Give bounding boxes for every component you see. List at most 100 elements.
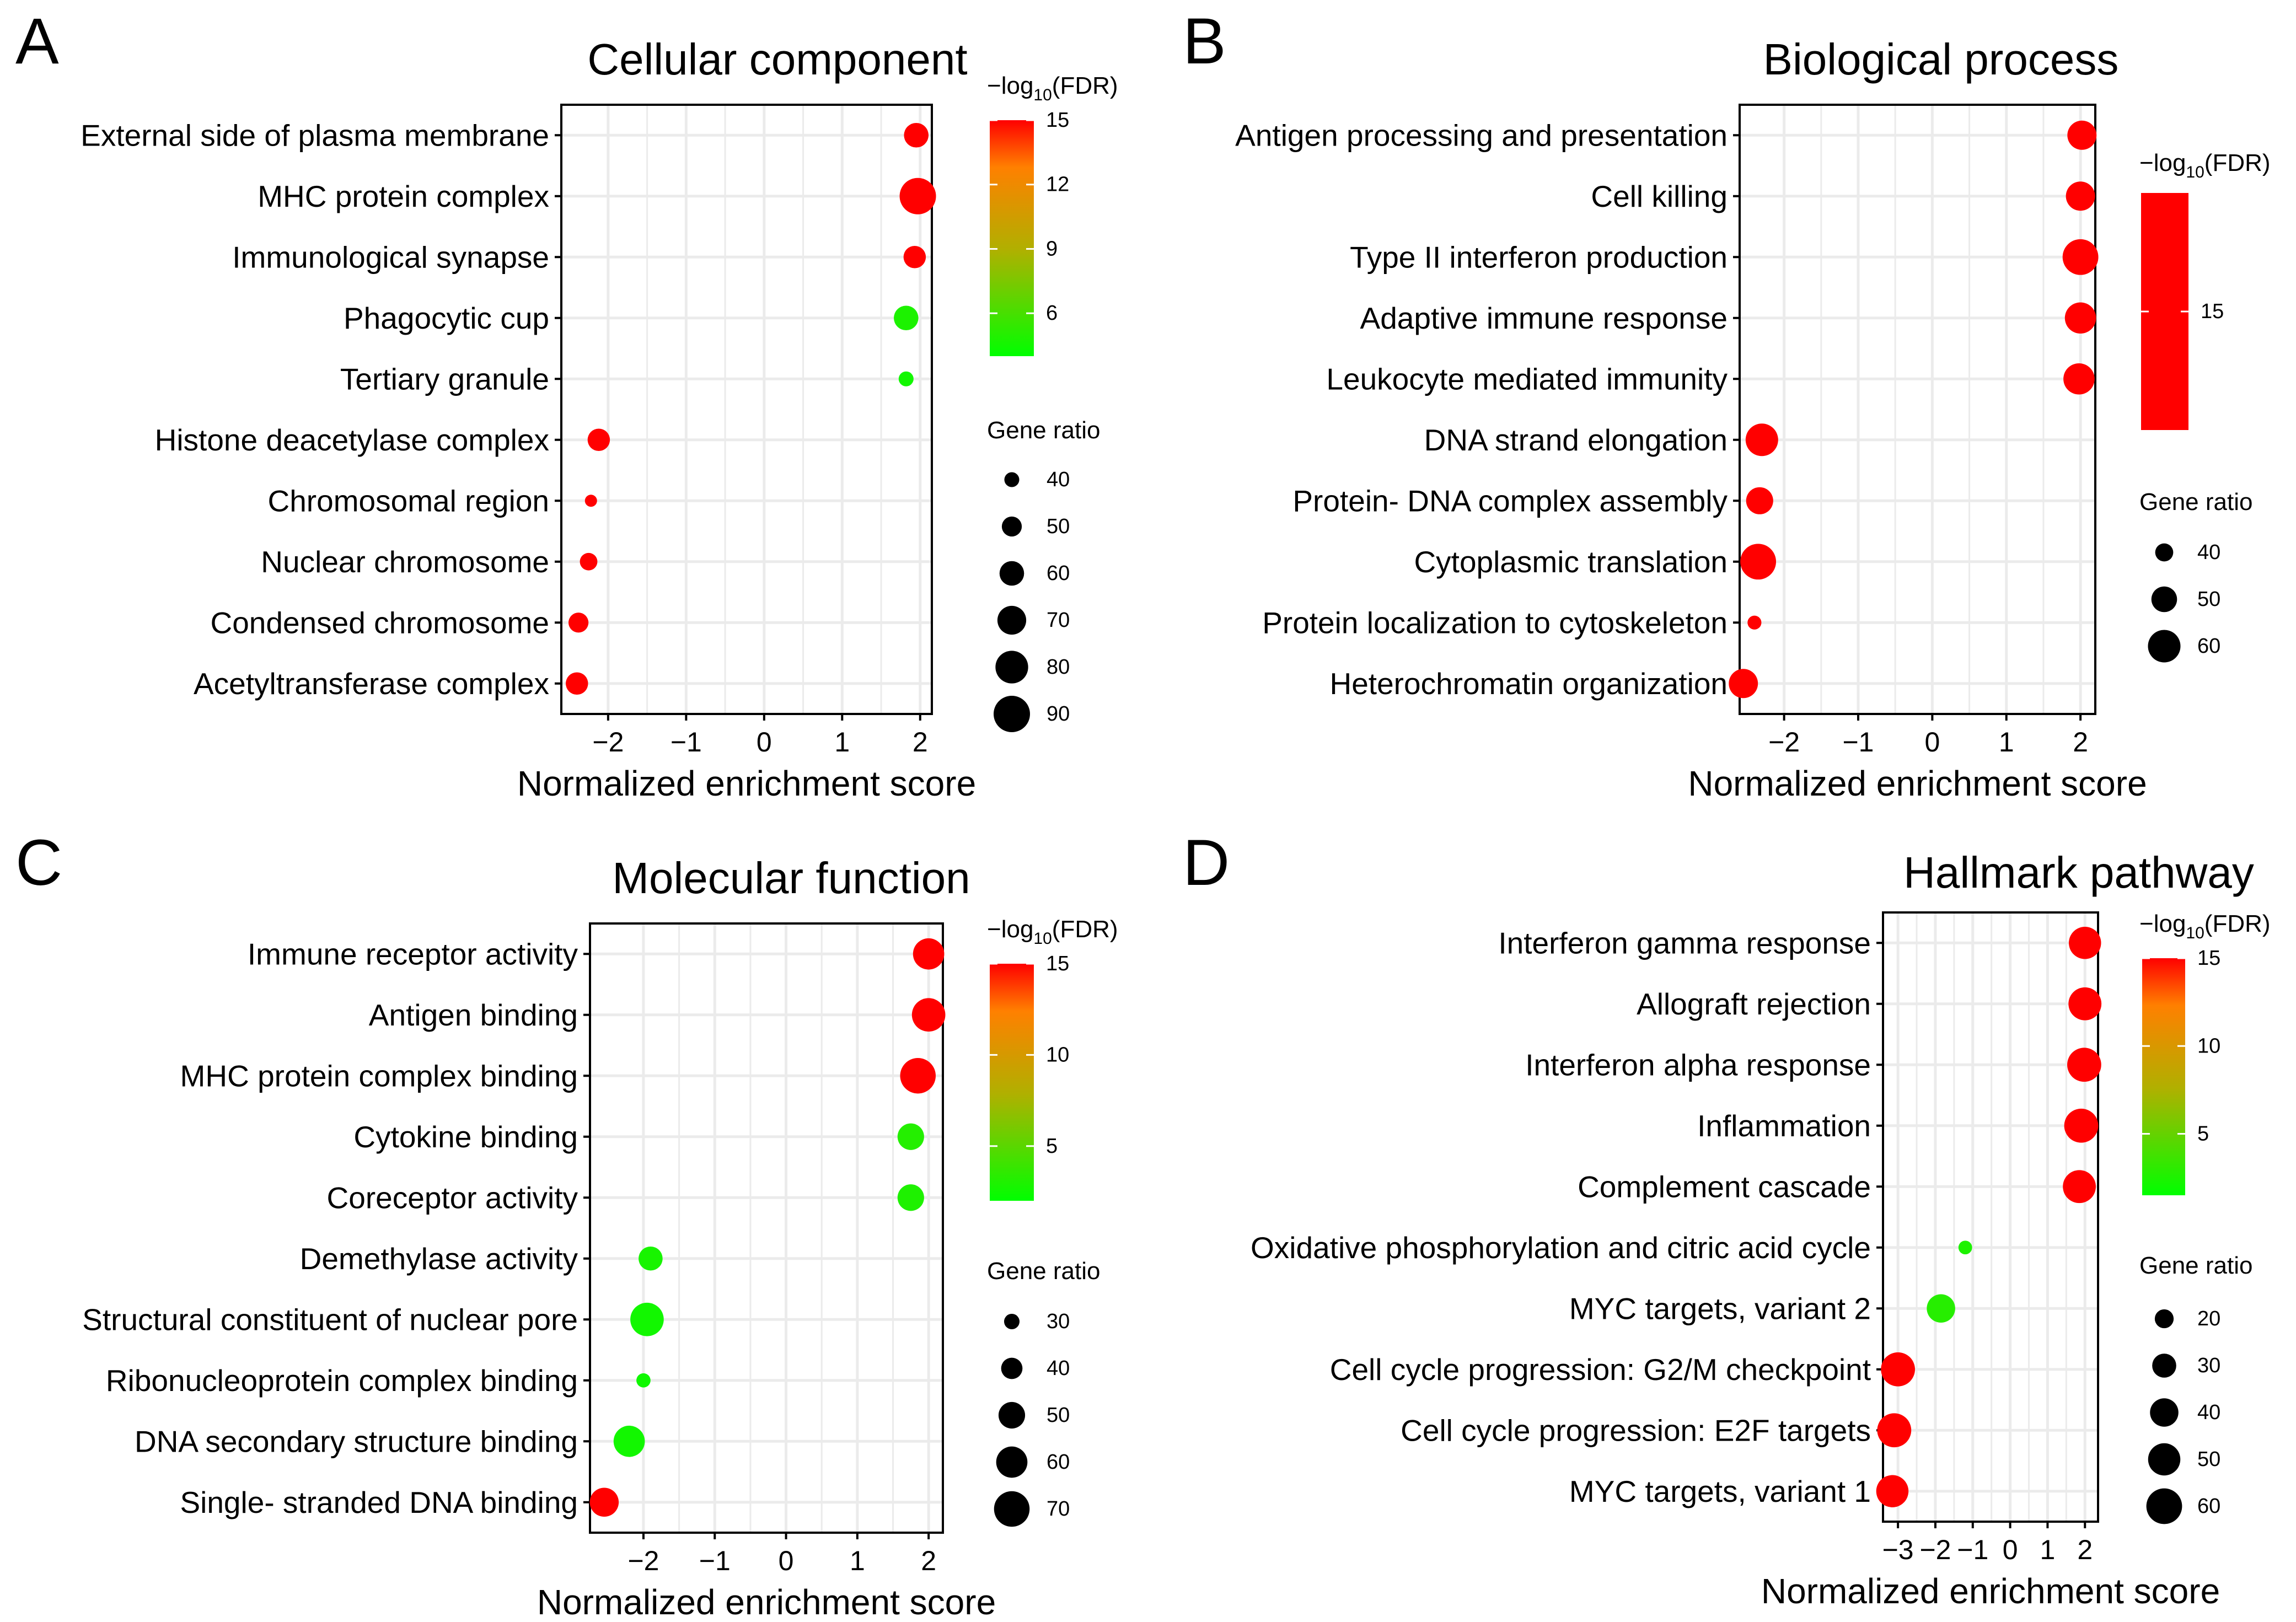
y-tick-label: Cell cycle progression: E2F targets (1401, 1413, 1871, 1447)
data-point (613, 1425, 645, 1457)
y-tick-label: MHC protein complex (258, 179, 549, 213)
y-tick-label: MYC targets, variant 1 (1569, 1474, 1871, 1508)
color-legend-label: 15 (2201, 300, 2224, 323)
plot-border (1882, 911, 2099, 1523)
data-point (2064, 1108, 2099, 1143)
data-point (2062, 239, 2099, 275)
x-tick-label: 2 (913, 727, 928, 758)
x-tick-label: 0 (1924, 727, 1940, 758)
data-point (589, 1487, 619, 1517)
panel-a: A Cellular component External side of plas… (15, 5, 1118, 803)
color-legend-bar (2142, 958, 2185, 1195)
color-legend-label: 9 (1046, 237, 1058, 260)
panel-b: B Biological process Antigen processing an… (1183, 5, 2271, 803)
color-legend-bar (990, 120, 1034, 356)
x-axis-title: Normalized enrichment score (1761, 1571, 2220, 1611)
size-legend-dot (999, 561, 1024, 586)
color-legend-label: 6 (1046, 302, 1058, 325)
color-legend-label: 15 (1046, 109, 1069, 132)
y-tick-label: Heterochromatin organization (1330, 667, 1728, 701)
x-tick-label: −1 (1842, 727, 1874, 758)
plot-border (1739, 104, 2096, 715)
size-legend-label: 60 (2197, 1495, 2220, 1518)
size-legend-title: Gene ratio (987, 417, 1100, 444)
data-point (1747, 615, 1762, 630)
data-point (2067, 120, 2097, 150)
y-tick-label: Protein localization to cytoskeleton (1262, 605, 1728, 640)
size-legend-label: 40 (2197, 541, 2220, 564)
size-legend-dot (998, 1401, 1026, 1429)
y-tick-label: DNA strand elongation (1424, 423, 1728, 457)
data-point (903, 246, 926, 268)
color-legend-label: 15 (2197, 947, 2220, 970)
color-legend-label: 10 (1046, 1043, 1069, 1066)
y-tick-label: Leukocyte mediated immunity (1326, 362, 1728, 396)
plot-area (590, 923, 943, 1533)
size-legend-label: 50 (2197, 588, 2220, 611)
size-legend-label: 30 (2197, 1354, 2220, 1377)
y-tick-label: MYC targets, variant 2 (1569, 1291, 1871, 1325)
x-tick-label: −1 (1957, 1534, 1988, 1565)
data-point (899, 178, 936, 214)
panel-title: Hallmark pathway (1903, 848, 2254, 897)
size-legend-dot (2155, 543, 2174, 562)
x-tick-label: 0 (779, 1545, 794, 1576)
plot-border (589, 922, 944, 1534)
data-point (2068, 987, 2102, 1021)
y-tick-label: Single- stranded DNA binding (180, 1485, 578, 1519)
size-legend-label: 80 (1047, 656, 1070, 679)
panel-c: C Molecular function Immune receptor activ… (15, 826, 1118, 1622)
data-point (913, 938, 945, 970)
color-legend-title: −log10(FDR) (987, 72, 1118, 104)
y-tick-label: DNA secondary structure binding (135, 1424, 578, 1458)
y-tick-label: Phagocytic cup (344, 301, 549, 335)
data-point (1740, 544, 1777, 580)
y-tick-label: Adaptive immune response (1360, 301, 1728, 335)
size-legend-dot (2151, 586, 2177, 613)
data-point (911, 998, 946, 1032)
data-point (568, 613, 589, 633)
y-tick-label: Antigen processing and presentation (1235, 118, 1728, 152)
plot-area (561, 105, 932, 714)
x-tick-label: 1 (834, 727, 850, 758)
size-legend-label: 70 (1047, 1497, 1070, 1521)
size-legend-title: Gene ratio (2139, 488, 2252, 515)
color-legend-label: 12 (1046, 173, 1069, 196)
x-tick-label: −2 (627, 1545, 659, 1576)
size-legend-label: 50 (2197, 1448, 2220, 1471)
color-legend-label: 5 (1046, 1135, 1058, 1158)
size-legend-dot (996, 1446, 1028, 1478)
size-legend-dot (995, 651, 1028, 684)
plot-border (560, 104, 933, 715)
panel-d: D Hallmark pathway Interferon gamma respon… (1183, 826, 2271, 1611)
x-tick-label: −2 (592, 727, 624, 758)
y-tick-label: Interferon gamma response (1498, 926, 1871, 960)
y-tick-label: Type II interferon production (1350, 240, 1728, 274)
panel-title: Biological process (1763, 35, 2119, 84)
size-legend-dot (2154, 1309, 2174, 1329)
size-legend-title: Gene ratio (2139, 1252, 2252, 1279)
size-legend-dot (994, 696, 1030, 732)
y-tick-label: External side of plasma membrane (81, 118, 549, 152)
size-legend-label: 70 (1047, 609, 1070, 632)
data-point (2067, 1048, 2101, 1082)
y-tick-label: Immune receptor activity (248, 937, 578, 971)
y-tick-label: Allograft rejection (1637, 987, 1871, 1021)
plot-area (1740, 105, 2095, 714)
x-tick-label: −1 (699, 1545, 731, 1576)
data-point (580, 552, 598, 571)
panel-letter: D (1183, 826, 1230, 899)
data-point (1881, 1352, 1915, 1387)
y-tick-label: Oxidative phosphorylation and citric aci… (1251, 1231, 1871, 1265)
size-legend-title: Gene ratio (987, 1258, 1100, 1285)
y-tick-label: Ribonucleoprotein complex binding (106, 1363, 578, 1398)
size-legend-dot (2148, 1443, 2181, 1476)
size-legend-label: 40 (2197, 1401, 2220, 1424)
size-legend-label: 60 (1047, 562, 1070, 585)
size-legend-dot (1001, 1357, 1023, 1379)
size-legend-dot (994, 1491, 1030, 1527)
color-legend-label: 5 (2197, 1122, 2209, 1146)
size-legend-dot (2152, 1354, 2176, 1378)
data-point (904, 122, 929, 148)
